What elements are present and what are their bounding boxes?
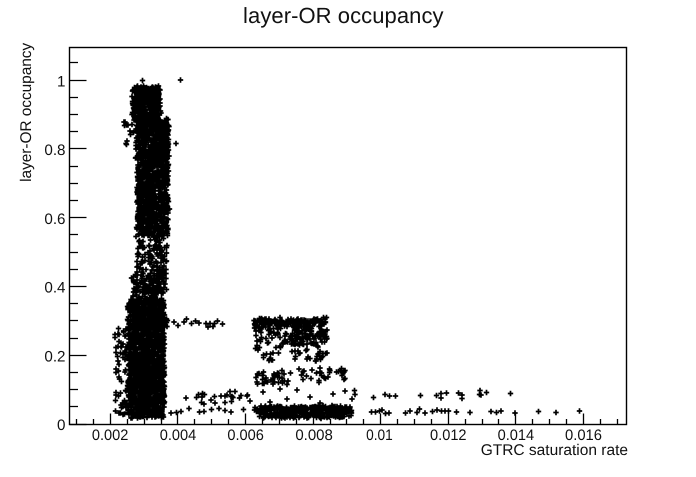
svg-text:0.014: 0.014 [498, 427, 535, 444]
svg-text:GTRC saturation rate: GTRC saturation rate [481, 442, 628, 459]
svg-text:0.016: 0.016 [565, 427, 602, 444]
svg-text:1: 1 [57, 73, 65, 90]
svg-text:0.4: 0.4 [44, 280, 65, 297]
svg-text:0.004: 0.004 [160, 427, 197, 444]
svg-text:0.2: 0.2 [44, 348, 65, 365]
svg-text:0.8: 0.8 [44, 142, 65, 159]
svg-text:layer-OR occupancy: layer-OR occupancy [18, 43, 35, 182]
svg-text:0.6: 0.6 [44, 211, 65, 228]
svg-text:0.01: 0.01 [366, 427, 393, 444]
svg-text:0.006: 0.006 [227, 427, 264, 444]
svg-text:0.002: 0.002 [92, 427, 129, 444]
svg-text:0: 0 [57, 417, 65, 434]
svg-text:0.012: 0.012 [430, 427, 467, 444]
svg-text:layer-OR occupancy: layer-OR occupancy [243, 3, 444, 28]
svg-text:0.008: 0.008 [295, 427, 333, 444]
